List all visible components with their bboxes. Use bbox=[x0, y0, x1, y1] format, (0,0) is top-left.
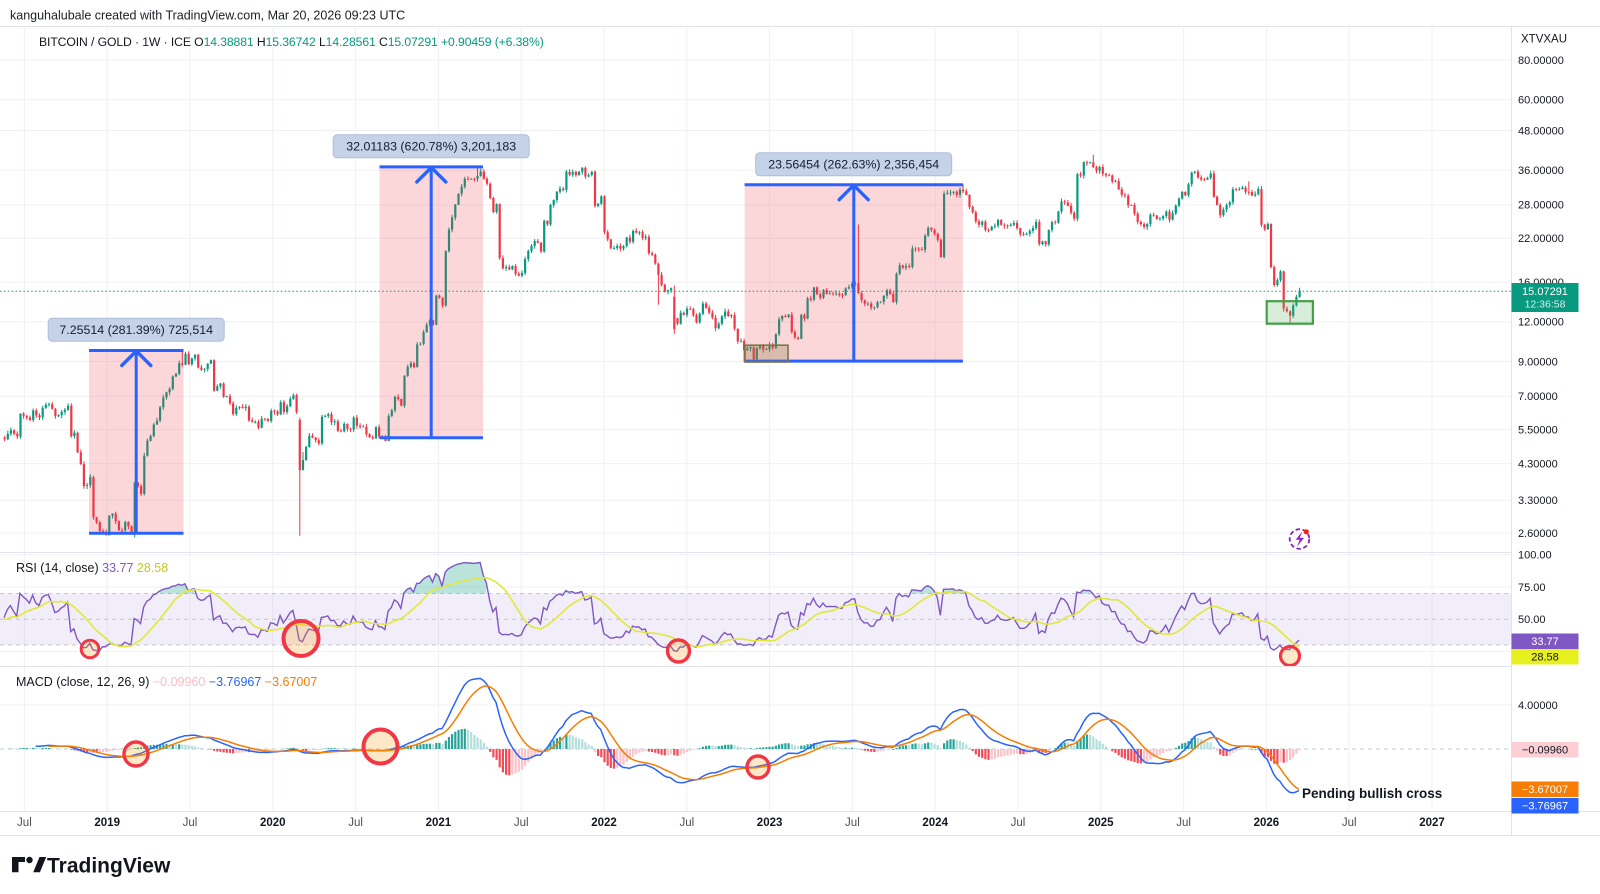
svg-text:36.00000: 36.00000 bbox=[1518, 165, 1564, 177]
svg-text:BITCOIN / GOLD · 1W · ICE O14: BITCOIN / GOLD · 1W · ICE O14.38881 H15.… bbox=[39, 35, 544, 49]
svg-text:4.30000: 4.30000 bbox=[1518, 458, 1558, 470]
svg-text:28.00000: 28.00000 bbox=[1518, 200, 1564, 212]
svg-text:Jul: Jul bbox=[1342, 817, 1357, 829]
svg-text:2026: 2026 bbox=[1254, 817, 1280, 829]
svg-text:7.25514 (281.39%) 725,514: 7.25514 (281.39%) 725,514 bbox=[59, 323, 213, 337]
svg-text:Jul: Jul bbox=[679, 817, 694, 829]
svg-text:33.77: 33.77 bbox=[1531, 636, 1559, 648]
svg-text:2022: 2022 bbox=[591, 817, 617, 829]
svg-text:Jul: Jul bbox=[845, 817, 860, 829]
svg-text:TradingView: TradingView bbox=[47, 855, 171, 878]
svg-text:22.00000: 22.00000 bbox=[1518, 233, 1564, 245]
svg-text:Jul: Jul bbox=[1176, 817, 1191, 829]
svg-text:Jul: Jul bbox=[1011, 817, 1026, 829]
svg-text:2.60000: 2.60000 bbox=[1518, 528, 1558, 540]
svg-text:75.00: 75.00 bbox=[1518, 582, 1546, 594]
svg-text:12.00000: 12.00000 bbox=[1518, 317, 1564, 329]
svg-text:7.00000: 7.00000 bbox=[1518, 391, 1558, 403]
svg-text:80.00000: 80.00000 bbox=[1518, 55, 1564, 67]
svg-text:50.00: 50.00 bbox=[1518, 614, 1546, 626]
svg-text:2025: 2025 bbox=[1088, 817, 1114, 829]
svg-text:100.00: 100.00 bbox=[1518, 550, 1552, 562]
svg-text:Jul: Jul bbox=[183, 817, 198, 829]
svg-text:2019: 2019 bbox=[94, 817, 120, 829]
svg-text:2020: 2020 bbox=[260, 817, 286, 829]
svg-text:4.00000: 4.00000 bbox=[1518, 700, 1558, 712]
svg-text:Jul: Jul bbox=[17, 817, 32, 829]
svg-text:2024: 2024 bbox=[922, 817, 948, 829]
svg-text:48.00000: 48.00000 bbox=[1518, 125, 1564, 137]
svg-text:Jul: Jul bbox=[514, 817, 529, 829]
svg-text:9.00000: 9.00000 bbox=[1518, 356, 1558, 368]
svg-text:Jul: Jul bbox=[348, 817, 363, 829]
svg-text:−3.76967: −3.76967 bbox=[1522, 801, 1568, 813]
svg-text:kanguhalubale created with Tra: kanguhalubale created with TradingView.c… bbox=[10, 9, 405, 23]
svg-text:5.50000: 5.50000 bbox=[1518, 424, 1558, 436]
svg-text:Pending bullish cross: Pending bullish cross bbox=[1302, 786, 1442, 801]
svg-text:2027: 2027 bbox=[1419, 817, 1445, 829]
svg-text:RSI (14, close) 33.77 28.58: RSI (14, close) 33.77 28.58 bbox=[16, 561, 168, 575]
svg-text:15.07291: 15.07291 bbox=[1522, 286, 1568, 298]
svg-text:2023: 2023 bbox=[757, 817, 783, 829]
svg-text:−3.67007: −3.67007 bbox=[1522, 784, 1568, 796]
svg-text:MACD (close, 12, 26, 9) −0.099: MACD (close, 12, 26, 9) −0.09960 −3.7696… bbox=[16, 675, 317, 689]
svg-text:XTVXAU: XTVXAU bbox=[1521, 34, 1567, 46]
svg-text:28.58: 28.58 bbox=[1531, 652, 1559, 664]
svg-text:32.01183 (620.78%) 3,201,183: 32.01183 (620.78%) 3,201,183 bbox=[346, 140, 516, 154]
svg-text:2021: 2021 bbox=[426, 817, 452, 829]
svg-text:23.56454 (262.63%) 2,356,454: 23.56454 (262.63%) 2,356,454 bbox=[768, 158, 939, 172]
svg-text:3.30000: 3.30000 bbox=[1518, 495, 1558, 507]
svg-text:12:36:58: 12:36:58 bbox=[1525, 299, 1566, 311]
svg-text:60.00000: 60.00000 bbox=[1518, 95, 1564, 107]
svg-text:−0.09960: −0.09960 bbox=[1522, 745, 1568, 757]
